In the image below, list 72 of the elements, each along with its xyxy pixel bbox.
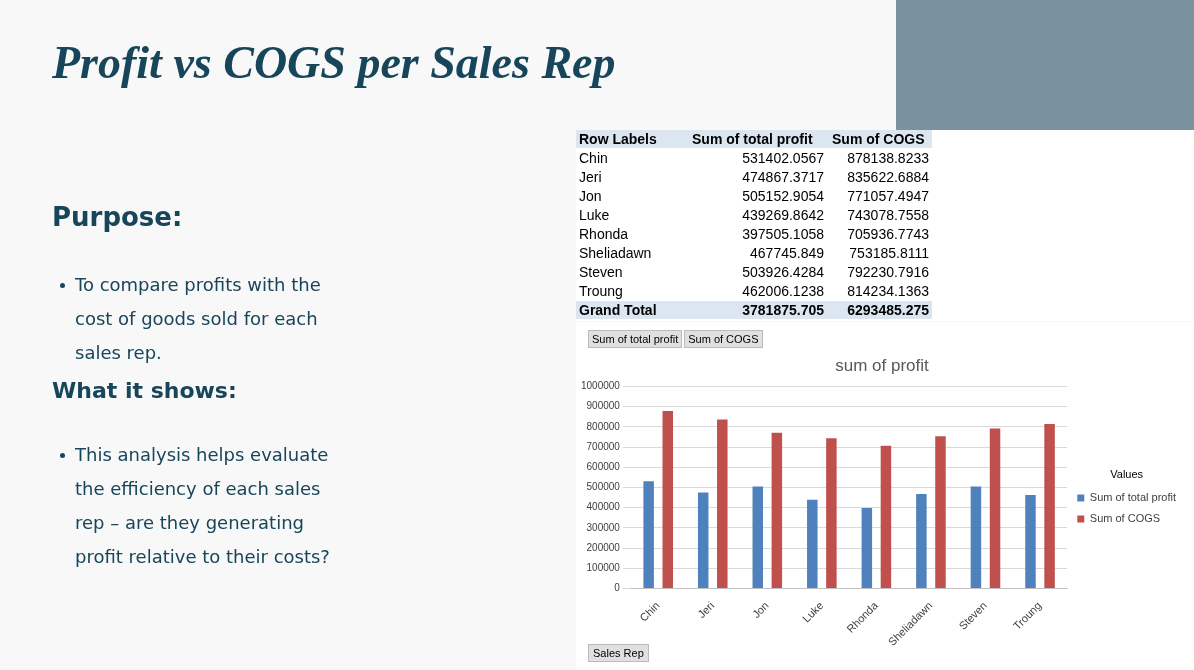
bar <box>697 492 709 588</box>
text: 3781875.705 <box>742 301 824 319</box>
chart-title: sum of profit <box>835 355 930 375</box>
text: Troung <box>579 282 623 300</box>
text: 531402.0567 <box>742 149 824 167</box>
y-tick-label: 300000 <box>586 521 621 533</box>
y-tick-label: 100000 <box>586 561 621 573</box>
y-tick-label: 900000 <box>586 400 621 412</box>
text: Profit vs COGS per Sales Rep <box>52 36 616 89</box>
text: Chin <box>579 149 608 167</box>
text: 814234.1363 <box>847 282 929 300</box>
text: What it shows: <box>52 378 237 403</box>
legend-label: Sum of total profit <box>1089 491 1177 504</box>
bar <box>935 436 946 588</box>
y-tick-label: 500000 <box>586 481 621 493</box>
bar <box>662 411 673 588</box>
y-tick-label: 700000 <box>586 440 621 452</box>
text: 771057.4947 <box>847 187 929 205</box>
text: 705936.7743 <box>847 225 929 243</box>
text: 753185.8111 <box>849 244 929 262</box>
y-tick-label: 0 <box>614 582 621 594</box>
text: 835622.6884 <box>847 168 929 186</box>
text: Sum of COGS <box>832 130 925 148</box>
y-tick-label: 200000 <box>586 541 621 553</box>
text: Grand Total <box>579 301 657 319</box>
text: 474867.3717 <box>742 168 824 186</box>
legend-label: Sum of COGS <box>1089 512 1161 525</box>
legend-title: Values <box>1110 467 1144 480</box>
bar <box>771 432 783 588</box>
text: Row Labels <box>579 130 657 148</box>
text: Purpose: <box>52 202 183 232</box>
x-axis-title: Sales Rep <box>588 644 649 662</box>
bar <box>643 481 654 588</box>
text: Rhonda <box>579 225 629 243</box>
text: 6293485.275 <box>847 301 929 319</box>
text: Luke <box>579 206 610 224</box>
text: To compare profits with the cost of goods sold for each sales rep. <box>75 273 322 365</box>
bar <box>807 499 818 588</box>
bar <box>880 445 892 588</box>
text: Steven <box>579 263 623 281</box>
x-tick-label: Jon <box>749 599 771 621</box>
text: Sheliadawn <box>579 244 652 262</box>
text: Jeri <box>579 168 602 186</box>
x-tick-label: Chin <box>637 599 662 624</box>
text: Sum of total profit <box>692 130 813 148</box>
text: 467745.849 <box>750 244 824 262</box>
text: 462006.1238 <box>742 282 824 300</box>
text: 878138.8233 <box>847 149 929 167</box>
bar <box>752 486 763 588</box>
text: Jon <box>579 187 602 205</box>
text: 505152.9054 <box>742 187 824 205</box>
bar <box>970 486 982 588</box>
bar <box>861 508 873 588</box>
bar <box>826 438 837 588</box>
x-tick-label: Jeri <box>695 599 717 621</box>
text: 743078.7558 <box>847 206 929 224</box>
bar <box>717 419 728 588</box>
bar <box>1044 423 1055 588</box>
y-tick-label: 400000 <box>586 501 621 513</box>
y-tick-label: 600000 <box>586 460 621 472</box>
text: 397505.1058 <box>742 225 824 243</box>
y-tick-label: 800000 <box>586 420 621 432</box>
text: This analysis helps evaluate the efficiency of each sales rep – are they generating profit relative to their costs? <box>75 443 330 569</box>
y-tick-label: 1000000 <box>580 380 621 392</box>
text: 439269.8642 <box>742 206 824 224</box>
text: 792230.7916 <box>847 263 929 281</box>
text: Sum of COGS <box>688 333 759 345</box>
text: Sum of total profit <box>592 333 679 345</box>
text: 503926.4284 <box>742 263 824 281</box>
bar <box>1025 495 1036 588</box>
bar <box>916 493 927 588</box>
bar <box>989 428 1001 588</box>
